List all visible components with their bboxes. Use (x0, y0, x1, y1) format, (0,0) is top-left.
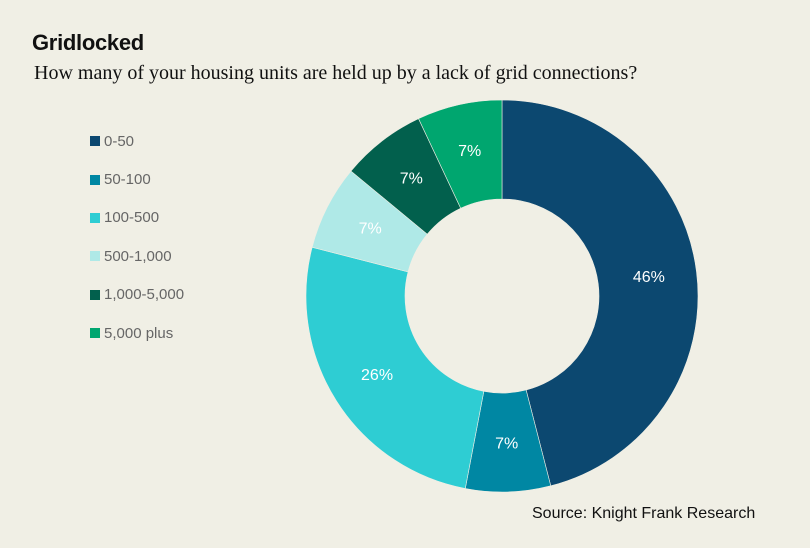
legend-swatch (90, 212, 100, 223)
legend-item-0-50: 0-50 (90, 122, 184, 160)
legend-swatch (90, 136, 100, 147)
legend-swatch (90, 251, 100, 262)
legend-label: 50-100 (104, 171, 151, 189)
legend-swatch (90, 289, 100, 300)
legend-swatch (90, 174, 100, 185)
data-label: 7% (359, 220, 382, 237)
legend-label: 5,000 plus (104, 324, 174, 342)
legend-item-500-1000: 500-1,000 (90, 237, 184, 275)
data-label: 7% (458, 143, 481, 160)
data-label: 7% (400, 171, 423, 188)
chart-title: Gridlocked (32, 30, 144, 55)
legend-label: 0-50 (104, 132, 135, 150)
legend-item-1000-5000: 1,000-5,000 (90, 276, 184, 314)
legend-swatch (90, 328, 100, 339)
chart-subtitle: How many of your housing units are held … (34, 62, 638, 84)
legend-item-100-500: 100-500 (90, 199, 184, 237)
source-note: Source: Knight Frank Research (532, 505, 756, 522)
data-label: 26% (361, 367, 393, 384)
legend-item-50-100: 50-100 (90, 160, 184, 198)
legend-item-5000-plus: 5,000 plus (90, 314, 184, 352)
slice-100-500 (305, 246, 485, 489)
data-label: 46% (633, 269, 665, 286)
slice-0-50 (501, 99, 699, 487)
legend-label: 100-500 (104, 209, 160, 227)
legend-label: 500-1,000 (104, 247, 172, 265)
slice-5-000-plus (418, 99, 503, 209)
legend: 0-50 50-100 100-500 500-1,000 1,000-5,00… (90, 122, 184, 352)
legend-label: 1,000-5,000 (104, 286, 185, 304)
data-label: 7% (495, 435, 518, 452)
